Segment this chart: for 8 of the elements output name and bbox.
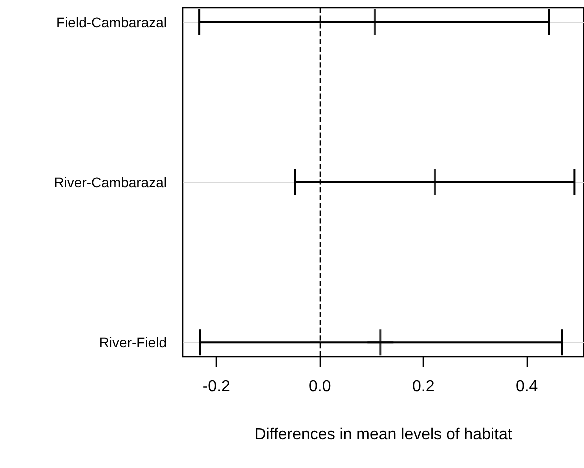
x-tick-label: 0.4: [516, 378, 538, 396]
x-tick-label: 0.2: [412, 378, 435, 396]
x-tick-label: 0.0: [308, 378, 332, 396]
x-tick-label: -0.2: [202, 378, 231, 396]
x-axis-title: Differences in mean levels of habitat: [254, 426, 513, 444]
y-tick-label: River-Field: [99, 334, 167, 351]
y-tick-label: Field-Cambarazal: [56, 14, 167, 30]
y-tick-label: River-Cambarazal: [54, 174, 167, 190]
